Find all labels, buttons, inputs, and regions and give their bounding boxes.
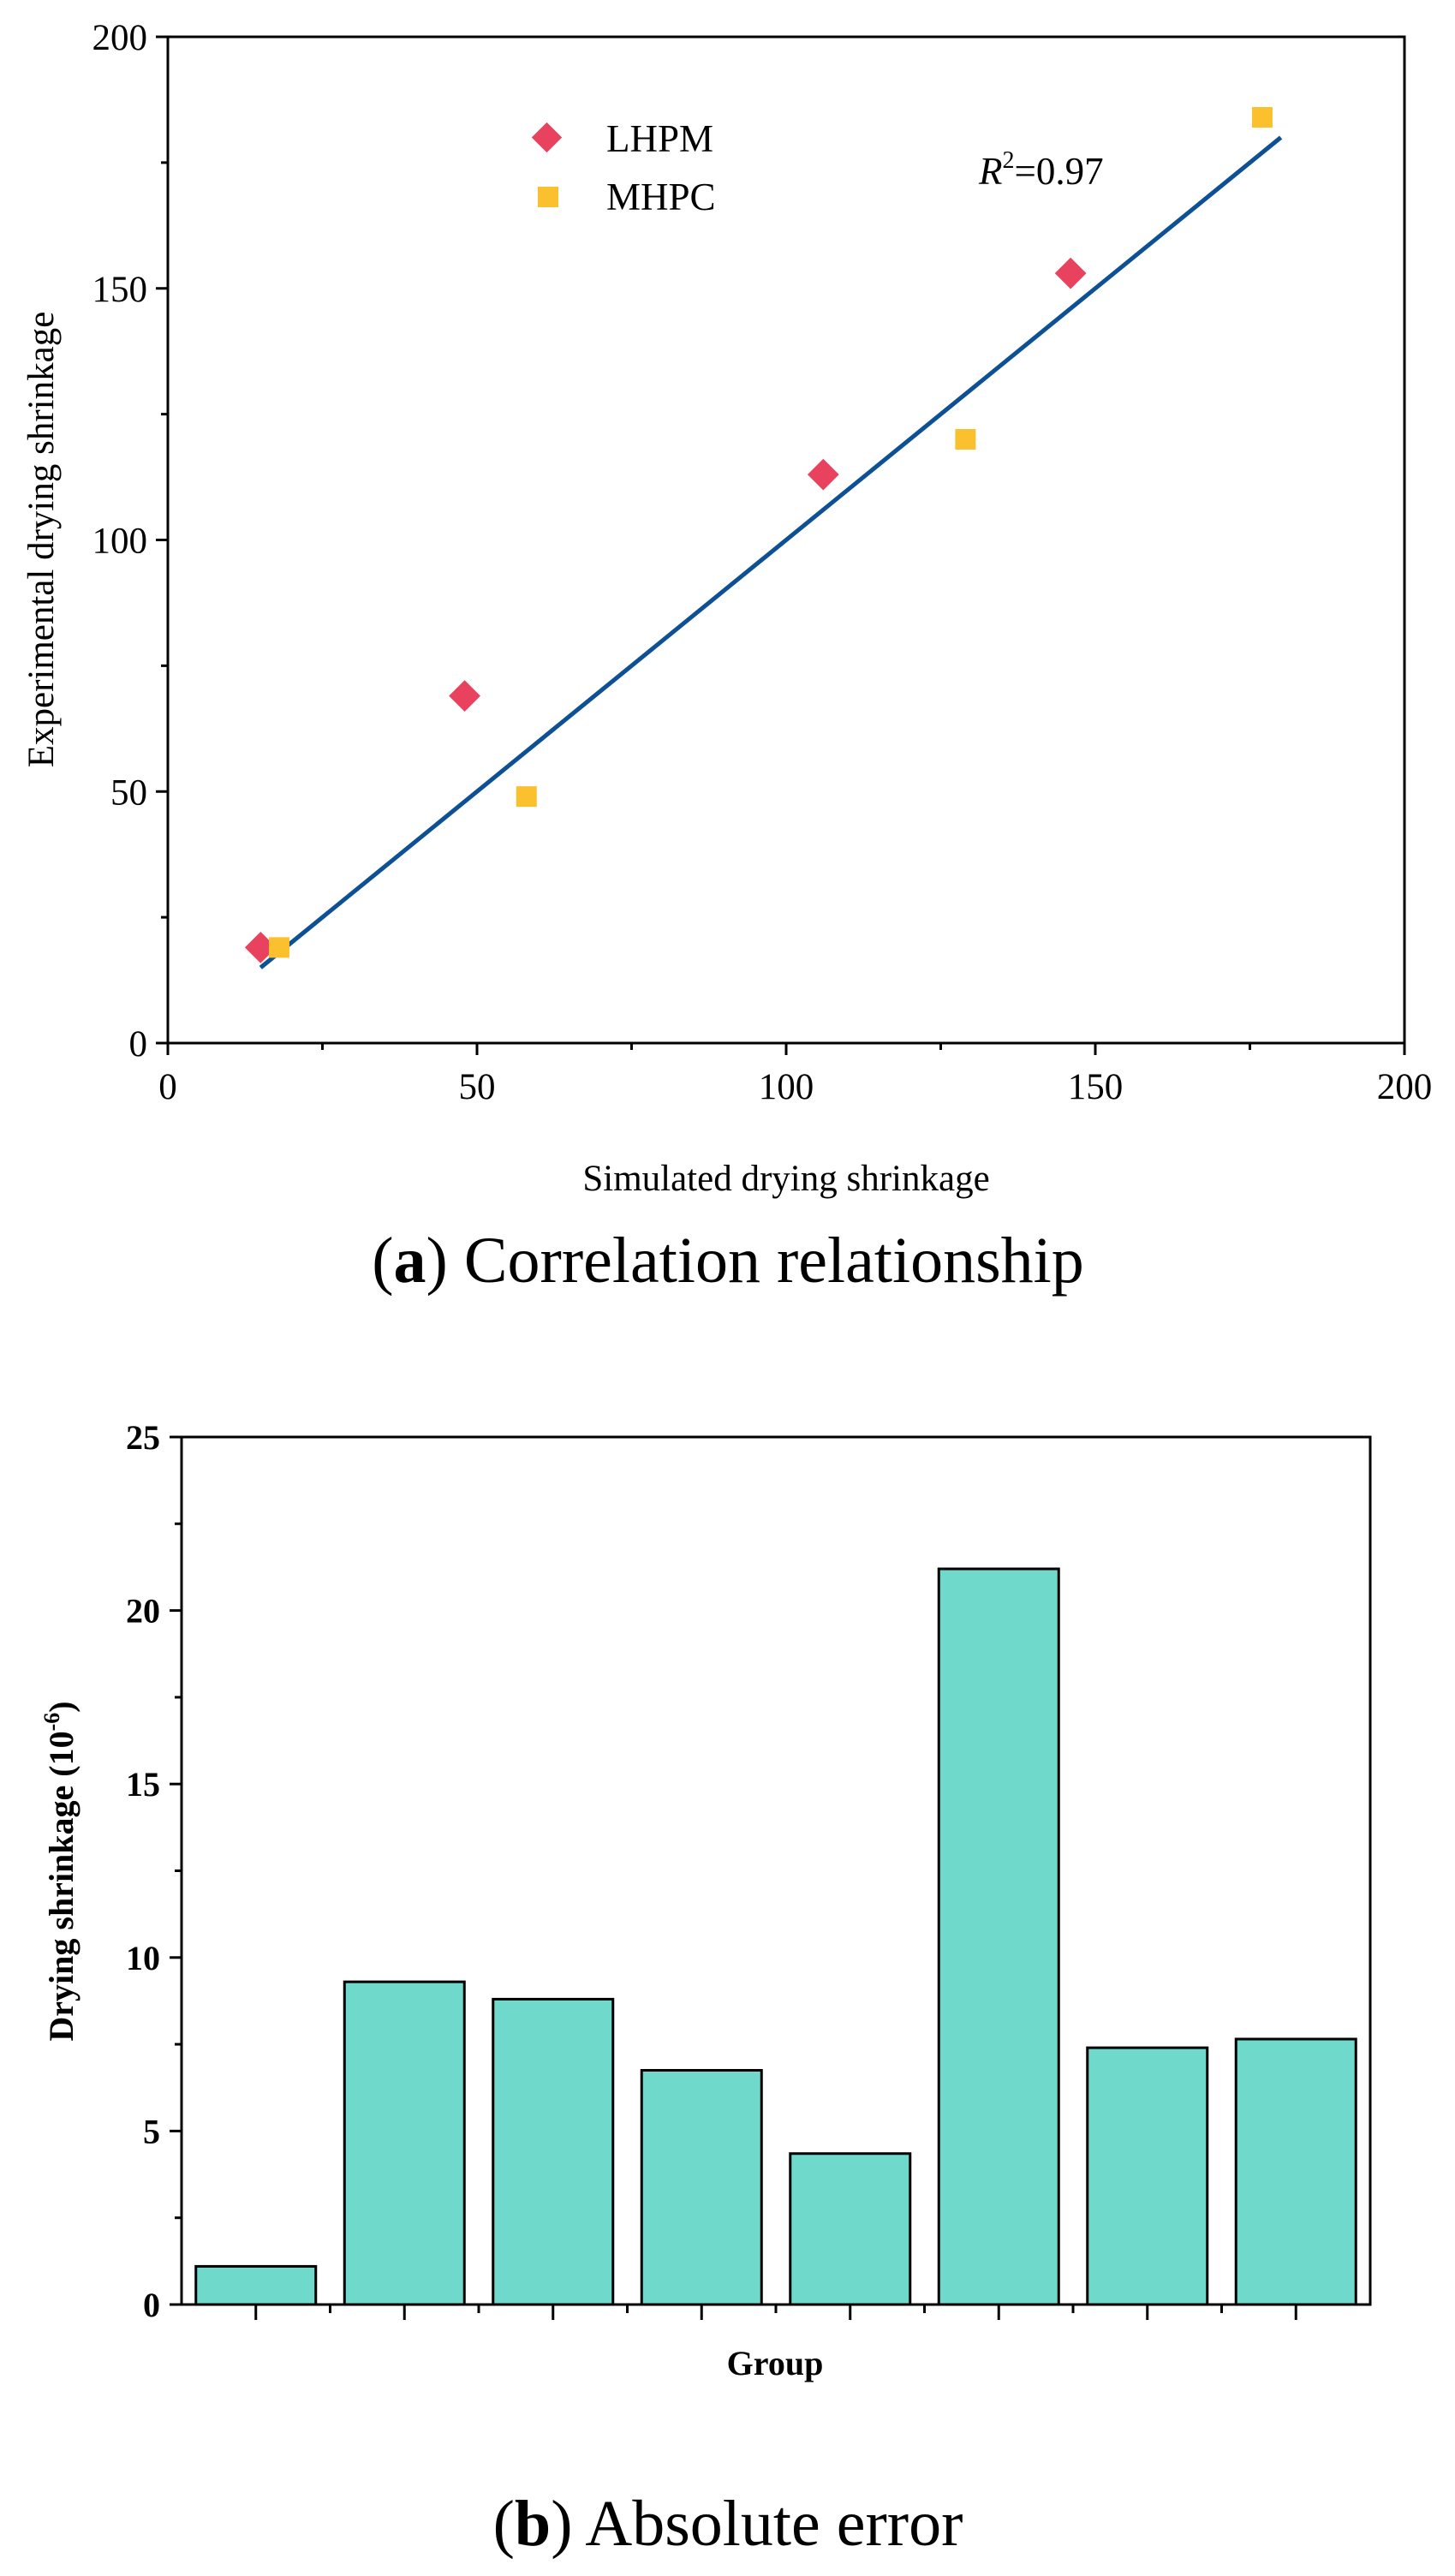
- x-tick-label: 50: [459, 1067, 496, 1107]
- point-lhpm: [244, 931, 277, 963]
- caption-letter-b: b: [515, 2488, 551, 2560]
- y-tick-label: 0: [129, 1024, 148, 1064]
- r-value: =0.97: [1015, 150, 1104, 193]
- y-tick-label: 15: [126, 1765, 160, 1804]
- bar: [1234, 2037, 1357, 2306]
- y-axis-title-b: Drying shrinkage (10-6): [39, 1701, 81, 2041]
- x-tick-label: 100: [759, 1067, 814, 1107]
- x-axis-title-a: Simulated drying shrinkage: [582, 1159, 989, 1199]
- r-symbol: R: [978, 150, 1003, 193]
- caption-b: (b) Absolute error: [493, 2488, 963, 2560]
- legend: LHPM MHPC: [531, 117, 716, 218]
- caption-letter-a: a: [394, 1225, 426, 1297]
- caption-text-a: Correlation relationship: [464, 1225, 1084, 1297]
- y-axis-title-exponent: -6: [39, 1713, 64, 1732]
- point-lhpm: [449, 680, 480, 713]
- caption-a: (a) Correlation relationship: [372, 1225, 1084, 1297]
- tick-labels-b: 0 5 10 15 20 25: [126, 1418, 160, 2324]
- y-tick-label: 0: [143, 2286, 160, 2324]
- bar: [937, 1567, 1060, 2306]
- bar: [640, 2068, 763, 2306]
- legend-label-lhpm: LHPM: [606, 117, 713, 160]
- x-tick-label: 150: [1068, 1067, 1124, 1107]
- y-tick-label: 100: [92, 522, 148, 562]
- data-points-a: [244, 107, 1273, 963]
- y-axis-title-main: Drying shrinkage (10: [42, 1731, 81, 2041]
- bar: [343, 1980, 466, 2306]
- bar: [492, 1997, 615, 2306]
- bar: [194, 2264, 318, 2306]
- y-tick-label: 200: [92, 18, 148, 58]
- x-axis-title-b: Group: [727, 2344, 824, 2382]
- y-axis-title-a: Experimental drying shrinkage: [21, 312, 62, 768]
- bar: [1086, 2046, 1209, 2306]
- y-axis-title-close: ): [42, 1701, 81, 1712]
- y-tick-label: 50: [110, 772, 147, 813]
- bar: [789, 2152, 912, 2306]
- panel-a-scatter-chart: 0 50 100 150 200 0 50 100 150 200 LHPM MHPC R2=0.…: [21, 18, 1432, 1297]
- caption-text-b: Absolute error: [585, 2488, 963, 2560]
- y-tick-label: 25: [126, 1418, 160, 1457]
- y-tick-label: 10: [126, 1939, 160, 1977]
- axis-ticks-b: [170, 1435, 1297, 2320]
- legend-label-mhpc: MHPC: [606, 176, 716, 218]
- r-power: 2: [1003, 147, 1015, 174]
- bars: [194, 1567, 1357, 2306]
- panel-b-bar-chart: 0 5 10 15 20 25 Group Drying shrinkage (10-6)…: [39, 1418, 1372, 2560]
- point-mhpc: [268, 937, 289, 958]
- y-tick-label: 20: [126, 1592, 160, 1631]
- tick-labels-a: 0 50 100 150 200 0 50 100 150 200: [92, 18, 1433, 1107]
- x-tick-label: 0: [158, 1067, 177, 1107]
- point-mhpc: [955, 429, 976, 450]
- legend-marker-mhpc: [538, 187, 558, 207]
- point-mhpc: [516, 786, 537, 808]
- axis-ticks-a: [156, 35, 1406, 1055]
- point-mhpc: [1251, 107, 1273, 128]
- r-squared-annotation: R2=0.97: [978, 147, 1104, 193]
- point-lhpm: [1054, 257, 1087, 289]
- x-tick-label: 200: [1377, 1067, 1433, 1107]
- y-tick-label: 5: [143, 2112, 160, 2150]
- point-lhpm: [807, 458, 839, 491]
- y-tick-label: 150: [92, 270, 148, 310]
- regression-line: [259, 135, 1283, 969]
- legend-marker-lhpm: [531, 122, 563, 153]
